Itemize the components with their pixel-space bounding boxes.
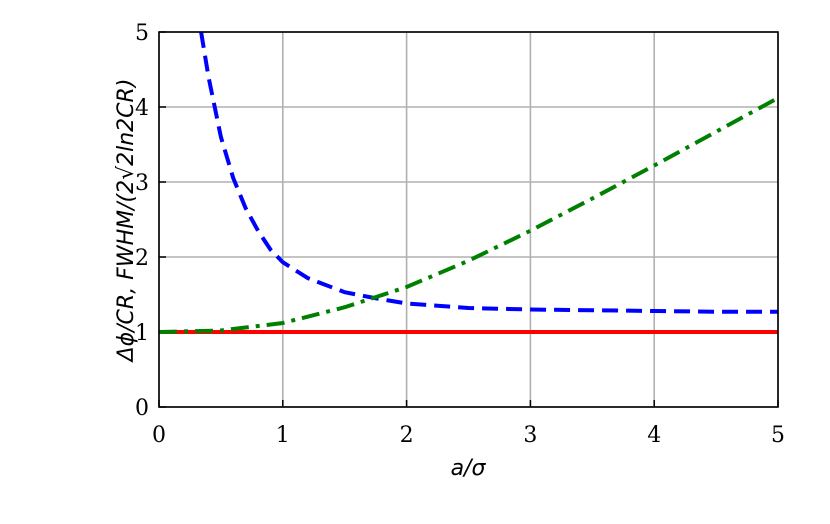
- x-tick-label: 1: [276, 423, 290, 448]
- x-tick-label: 2: [400, 423, 414, 448]
- y-tick-label: 4: [135, 96, 149, 121]
- x-axis-label: a/σ: [451, 456, 487, 481]
- plot-frame: [158, 31, 779, 408]
- x-tick-label: 5: [771, 423, 785, 448]
- y-tick-label: 2: [135, 246, 149, 271]
- x-tick-label: 0: [152, 423, 166, 448]
- y-axis-label: Δϕ/CR, FWHM/(2√2ln2CR): [114, 79, 139, 364]
- y-tick-label: 3: [135, 171, 149, 196]
- x-tick-label: 4: [647, 423, 661, 448]
- y-tick-label: 1: [135, 321, 149, 346]
- y-tick-label: 0: [135, 396, 149, 421]
- x-tick-label: 3: [523, 423, 537, 448]
- line-series: [199, 32, 778, 314]
- y-tick-label: 5: [135, 21, 149, 46]
- line-series: [159, 96, 778, 334]
